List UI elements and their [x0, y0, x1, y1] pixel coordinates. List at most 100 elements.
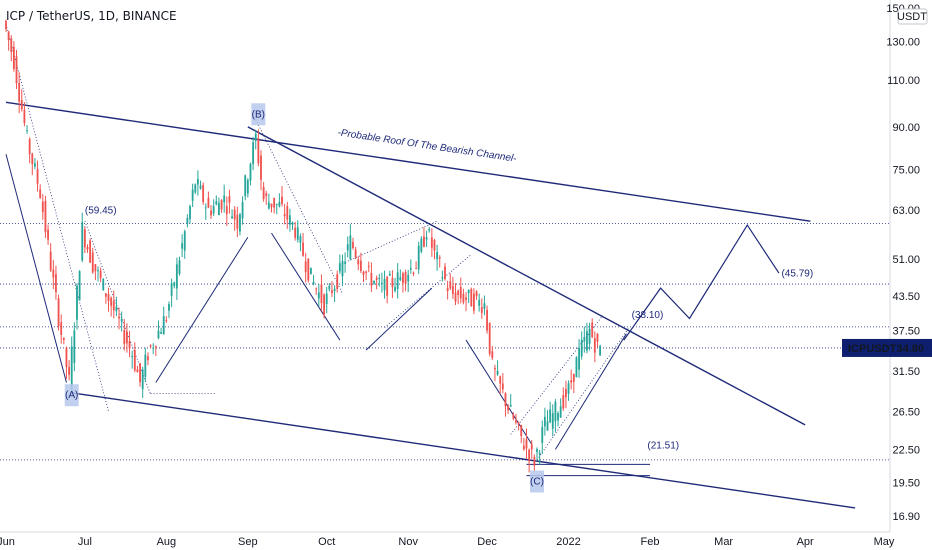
candle-body [373, 280, 375, 284]
candle-body [65, 347, 68, 368]
candle-body [102, 278, 105, 291]
candle-body [262, 186, 265, 200]
candle-body [304, 261, 307, 273]
candle-body [370, 272, 373, 286]
candle-body [112, 300, 115, 311]
candle-body [367, 266, 370, 268]
candle-body [12, 46, 15, 69]
candle-body [425, 237, 428, 240]
candle-body [346, 244, 349, 251]
candle-body [520, 425, 523, 436]
candle-body [515, 419, 517, 423]
candle-body [78, 271, 81, 301]
current-price-symbol: ICPUSDT [848, 343, 897, 355]
wave-label: (C) [530, 477, 544, 488]
price-tick-label: 19.50 [892, 478, 920, 490]
candle-body [365, 271, 368, 273]
candle-body [175, 264, 178, 289]
candle-body [275, 203, 278, 205]
time-tick-label: Apr [797, 536, 814, 548]
price-tick-label: 63.00 [892, 205, 920, 217]
candle-body [428, 228, 431, 231]
candle-body [504, 393, 507, 407]
candle-body [173, 282, 176, 287]
candle-body [18, 82, 21, 102]
wave-label-box [251, 103, 266, 126]
candle-body [104, 293, 107, 297]
candle-body [228, 196, 231, 203]
candle-body [491, 351, 494, 359]
dotted-channel-line [5, 23, 109, 412]
candle-body [15, 56, 18, 84]
candle-body [320, 284, 323, 304]
candle-body [165, 320, 168, 322]
candle-body [215, 201, 218, 205]
wave-label-box [530, 470, 545, 493]
candle-body [333, 288, 336, 292]
currency-box[interactable] [897, 8, 928, 25]
candle-body [307, 258, 310, 281]
time-tick-label: Dec [477, 536, 497, 548]
candle-body [160, 332, 163, 334]
candle-body [433, 239, 436, 251]
candle-body [62, 337, 65, 340]
time-tick-label: Feb [641, 536, 660, 548]
time-axis[interactable]: Jun Jul Aug Sep Oct Nov Dec 2022 Feb Mar Apr May [0, 536, 895, 548]
candle-body [494, 367, 496, 370]
candle-body [559, 406, 562, 418]
candle-body [23, 109, 26, 124]
candle-body [399, 277, 402, 281]
candle-body [110, 297, 113, 306]
price-tick-label: 75.00 [892, 164, 920, 176]
candle-body [451, 286, 454, 295]
candle-body [191, 189, 194, 201]
candle-body [133, 350, 136, 371]
candle-body [291, 222, 294, 225]
candle-body [196, 178, 199, 185]
candle-body [244, 175, 247, 197]
candle-body [312, 281, 315, 284]
current-price-value: 34.80 [896, 343, 924, 355]
candle-body [267, 202, 270, 209]
candle-body [404, 272, 407, 284]
candle-body [386, 276, 389, 296]
horizontal-levels [0, 222, 890, 461]
candle-body [344, 261, 347, 264]
candle-body [562, 394, 565, 409]
candle-body [380, 282, 383, 285]
candle-body [199, 185, 202, 189]
candle-body [588, 328, 591, 344]
candle-body [538, 452, 541, 455]
price-tick-label: 26.50 [892, 406, 920, 418]
candle-body [454, 292, 457, 302]
price-tick-label: 37.50 [892, 326, 920, 338]
candle-body [241, 201, 244, 219]
candle-body [20, 100, 23, 110]
candle-body [246, 179, 249, 194]
candle-body [517, 422, 520, 424]
candle-body [52, 269, 55, 278]
candle-body [76, 285, 78, 320]
candle-body [467, 289, 470, 294]
candle-body [210, 210, 212, 216]
candle-body [536, 448, 538, 453]
time-tick-label: Oct [318, 536, 335, 548]
candle-body [97, 270, 99, 272]
candle-body [144, 354, 147, 377]
candle-body [147, 356, 149, 361]
candle-body [499, 376, 502, 384]
candle-body [68, 366, 71, 375]
candle-body [10, 38, 13, 53]
candle-body [5, 20, 7, 30]
swing-arrow [365, 287, 433, 351]
candle-body [528, 449, 531, 462]
candle-body [522, 445, 525, 450]
candle-body [483, 303, 486, 309]
candle-body [257, 138, 260, 164]
candle-body [231, 216, 233, 219]
candle-body [202, 185, 205, 202]
time-tick-label: 2022 [556, 536, 580, 548]
candle-body [438, 257, 441, 259]
